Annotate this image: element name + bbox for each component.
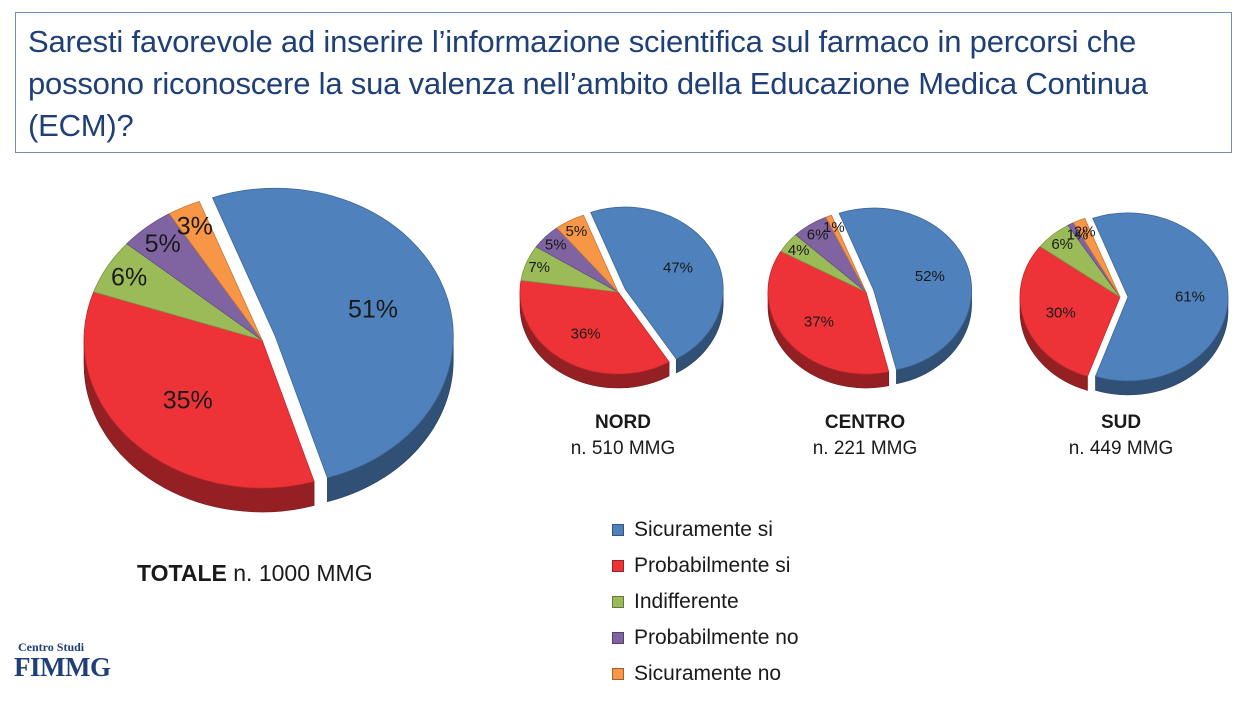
- data-label: 1%: [1067, 226, 1089, 243]
- pie-sud: 61% 30% 6%1%2%: [1019, 212, 1229, 396]
- data-label: 36%: [571, 325, 601, 342]
- total-caption-name: TOTALE: [137, 560, 227, 586]
- legend-swatch: [612, 596, 624, 608]
- data-label: 5%: [545, 237, 567, 254]
- sud-caption-name: SUD: [1100, 412, 1142, 433]
- centro-caption: CENTRO n. 221 MMG: [790, 410, 940, 462]
- legend-item-sicuramente-si: Sicuramente si: [612, 512, 799, 548]
- data-label: 61%: [1175, 288, 1205, 305]
- data-label: 3%: [177, 212, 213, 240]
- data-label: 47%: [663, 260, 693, 277]
- nord-caption: NORD n. 510 MMG: [548, 410, 698, 462]
- legend-label: Probabilmente no: [634, 626, 799, 649]
- data-label: 37%: [804, 314, 834, 331]
- centro-caption-name: CENTRO: [824, 412, 906, 433]
- pie-nord: 47% 36% 7% 5%5%: [519, 206, 724, 389]
- legend-swatch: [612, 524, 624, 536]
- legend-label: Sicuramente no: [634, 662, 782, 685]
- legend-label: Indifferente: [634, 590, 739, 613]
- slice-sicuramente-no: [825, 214, 867, 293]
- slice-probabilmente-si: [83, 291, 315, 489]
- nord-caption-n: n. 510 MMG: [570, 438, 676, 459]
- data-label: 6%: [1051, 236, 1073, 253]
- legend-item-probabilmente-si: Probabilmente si: [612, 548, 799, 584]
- centro-caption-n: n. 221 MMG: [812, 438, 918, 459]
- slice-sicuramente-no: [556, 214, 619, 293]
- legend-swatch: [612, 632, 624, 644]
- legend-swatch: [612, 560, 624, 572]
- slice-probabilmente-si: [519, 279, 670, 375]
- legend-item-probabilmente-no: Probabilmente no: [612, 620, 799, 656]
- data-label: 2%: [1074, 223, 1096, 240]
- data-label: 35%: [163, 386, 213, 414]
- question-box: Saresti favorevole ad inserire l’informa…: [15, 12, 1232, 153]
- data-label: 5%: [145, 230, 181, 258]
- slice-sicuramente-no: [168, 200, 263, 341]
- sud-caption-n: n. 449 MMG: [1068, 438, 1174, 459]
- sud-caption: SUD n. 449 MMG: [1046, 410, 1196, 462]
- pie-totale: 51% 35% 6% 5%3%: [83, 187, 454, 513]
- nord-caption-name: NORD: [595, 412, 651, 433]
- legend: Sicuramente si Probabilmente si Indiffer…: [612, 512, 799, 692]
- data-label: 6%: [111, 264, 147, 292]
- legend-swatch: [612, 668, 624, 680]
- legend-item-indifferente: Indifferente: [612, 584, 799, 620]
- centro-studi-logo: Centro Studi FIMMG: [12, 637, 112, 699]
- slice-sicuramente-si: [590, 206, 724, 360]
- slice-sicuramente-si: [211, 187, 454, 479]
- legend-item-sicuramente-no: Sicuramente no: [612, 656, 799, 692]
- data-label: 4%: [788, 242, 810, 259]
- data-label: 1%: [823, 219, 845, 236]
- question-title: Saresti favorevole ad inserire l’informa…: [28, 24, 1148, 143]
- data-label: 6%: [807, 227, 829, 244]
- data-label: 7%: [528, 259, 550, 276]
- slice-sicuramente-si: [1092, 212, 1229, 382]
- pie-centro: 52% 37% 4%6%1%: [767, 207, 973, 389]
- slice-probabilmente-si: [1019, 245, 1121, 377]
- legend-label: Sicuramente si: [634, 518, 773, 541]
- total-caption: TOTALE n. 1000 MMG: [137, 560, 373, 587]
- slice-probabilmente-si: [767, 250, 890, 375]
- data-label: 30%: [1046, 304, 1076, 321]
- logo-top-text: Centro Studi: [18, 640, 85, 654]
- slice-sicuramente-no: [1072, 217, 1121, 298]
- legend-label: Probabilmente si: [634, 554, 791, 577]
- slice-sicuramente-si: [838, 207, 973, 371]
- logo-main-text: FIMMG: [14, 652, 111, 682]
- total-caption-n: n. 1000 MMG: [233, 560, 373, 586]
- data-label: 5%: [565, 223, 587, 240]
- data-label: 52%: [915, 268, 945, 285]
- data-label: 51%: [348, 295, 398, 323]
